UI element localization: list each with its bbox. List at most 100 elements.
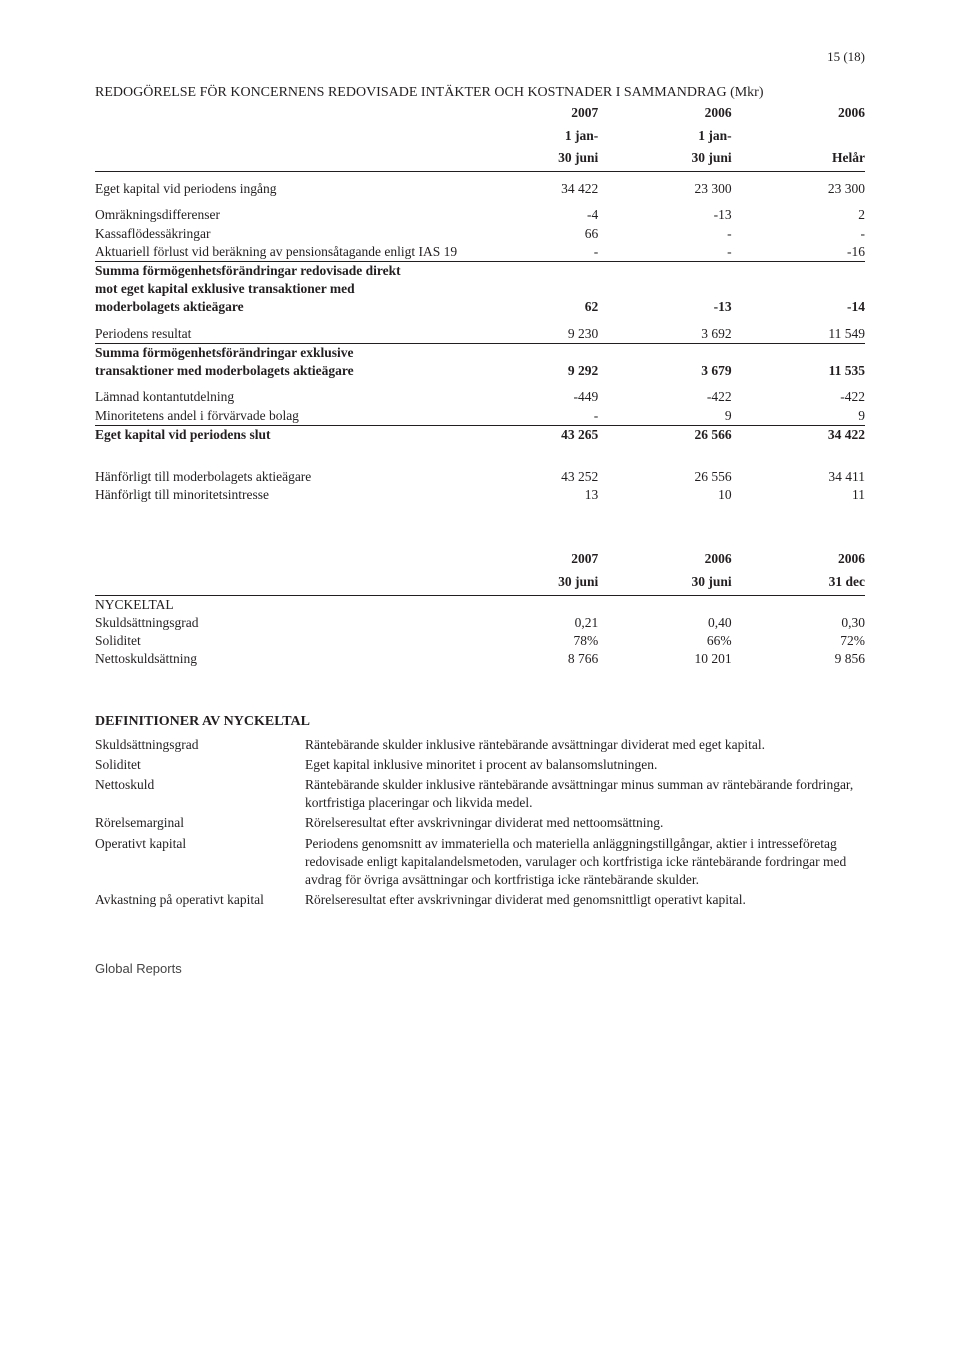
cell-value: 9 292: [465, 362, 598, 380]
definition-text: Eget kapital inklusive minoritet i proce…: [305, 756, 865, 774]
col-header: 2006: [598, 104, 731, 126]
cell-value: 11: [732, 486, 865, 504]
definition-row: Avkastning på operativt kapitalRörelsere…: [95, 891, 865, 909]
row-label: Summa förmögenhetsförändringar exklusive: [95, 343, 865, 362]
cell-value: -449: [465, 388, 598, 406]
cell-value: 9: [732, 407, 865, 426]
row-label: Eget kapital vid periodens ingång: [95, 180, 465, 198]
row-label: Minoritetens andel i förvärvade bolag: [95, 407, 465, 426]
col-header: 30 juni: [465, 149, 598, 172]
cell-value: 0,40: [598, 614, 731, 632]
row-label: Soliditet: [95, 632, 465, 650]
cell-value: 26 556: [598, 468, 731, 486]
nyckeltal-label: NYCKELTAL: [95, 596, 465, 614]
definitions-block: DEFINITIONER AV NYCKELTAL Skuldsättnings…: [95, 713, 865, 910]
definition-row: NettoskuldRäntebärande skulder inklusive…: [95, 776, 865, 812]
row-label: Summa förmögenhetsförändringar redovisad…: [95, 261, 865, 280]
row-label: moderbolagets aktieägare: [95, 298, 465, 316]
cell-value: -14: [732, 298, 865, 316]
cell-value: -13: [598, 298, 731, 316]
cell-value: -422: [598, 388, 731, 406]
cell-value: 43 265: [465, 425, 598, 444]
definition-row: Operativt kapitalPeriodens genomsnitt av…: [95, 835, 865, 890]
row-label: Aktuariell förlust vid beräkning av pens…: [95, 243, 465, 262]
cell-value: 26 566: [598, 425, 731, 444]
col-header: 2006: [598, 550, 731, 572]
row-label: transaktioner med moderbolagets aktieäga…: [95, 362, 465, 380]
cell-value: 8 766: [465, 650, 598, 668]
row-label: mot eget kapital exklusive transaktioner…: [95, 280, 865, 298]
cell-value: 9 856: [732, 650, 865, 668]
cell-value: 43 252: [465, 468, 598, 486]
col-header: 30 juni: [598, 149, 731, 172]
col-header: 2006: [732, 104, 865, 126]
definition-text: Periodens genomsnitt av immateriella och…: [305, 835, 865, 890]
cell-value: 0,30: [732, 614, 865, 632]
cell-value: 62: [465, 298, 598, 316]
cell-value: 2: [732, 206, 865, 224]
definition-term: Rörelsemarginal: [95, 814, 305, 832]
cell-value: -: [465, 243, 598, 262]
definition-text: Rörelseresultat efter avskrivningar divi…: [305, 891, 865, 909]
cell-value: -: [732, 225, 865, 243]
row-label: Nettoskuldsättning: [95, 650, 465, 668]
cell-value: 34 411: [732, 468, 865, 486]
col-header: 2006: [732, 550, 865, 572]
definition-text: Räntebärande skulder inklusive räntebära…: [305, 776, 865, 812]
definition-term: Avkastning på operativt kapital: [95, 891, 305, 909]
row-label: Hänförligt till moderbolagets aktieägare: [95, 468, 465, 486]
col-header: 1 jan-: [465, 127, 598, 149]
cell-value: 11 549: [732, 325, 865, 344]
col-header: Helår: [732, 149, 865, 172]
page-title: REDOGÖRELSE FÖR KONCERNENS REDOVISADE IN…: [95, 84, 865, 103]
definition-row: RörelsemarginalRörelseresultat efter avs…: [95, 814, 865, 832]
row-label: Lämnad kontantutdelning: [95, 388, 465, 406]
row-label: Kassaflödessäkringar: [95, 225, 465, 243]
nyckeltal-table: 2007 2006 2006 30 juni 30 juni 31 dec NY…: [95, 550, 865, 668]
col-header: 2007: [465, 550, 598, 572]
col-header: 2007: [465, 104, 598, 126]
definition-text: Räntebärande skulder inklusive räntebära…: [305, 736, 865, 754]
row-label: Eget kapital vid periodens slut: [95, 425, 465, 444]
cell-value: 72%: [732, 632, 865, 650]
col-header: 30 juni: [465, 573, 598, 596]
cell-value: 9 230: [465, 325, 598, 344]
footer-text: Global Reports: [0, 960, 960, 1002]
cell-value: -: [598, 225, 731, 243]
definition-row: SkuldsättningsgradRäntebärande skulder i…: [95, 736, 865, 754]
cell-value: -: [465, 407, 598, 426]
cell-value: 34 422: [465, 180, 598, 198]
cell-value: -: [598, 243, 731, 262]
definition-row: SoliditetEget kapital inklusive minorite…: [95, 756, 865, 774]
row-label: Omräkningsdifferenser: [95, 206, 465, 224]
row-label: Periodens resultat: [95, 325, 465, 344]
cell-value: 3 692: [598, 325, 731, 344]
definition-term: Skuldsättningsgrad: [95, 736, 305, 754]
col-header: 30 juni: [598, 573, 731, 596]
cell-value: 10: [598, 486, 731, 504]
row-label: Skuldsättningsgrad: [95, 614, 465, 632]
definitions-title: DEFINITIONER AV NYCKELTAL: [95, 713, 865, 732]
cell-value: 13: [465, 486, 598, 504]
cell-value: -16: [732, 243, 865, 262]
page-number: 15 (18): [95, 48, 865, 66]
cell-value: 0,21: [465, 614, 598, 632]
cell-value: 10 201: [598, 650, 731, 668]
col-header: 31 dec: [732, 573, 865, 596]
col-header: 1 jan-: [598, 127, 731, 149]
definition-term: Operativt kapital: [95, 835, 305, 890]
cell-value: 23 300: [732, 180, 865, 198]
definition-text: Rörelseresultat efter avskrivningar divi…: [305, 814, 865, 832]
cell-value: -13: [598, 206, 731, 224]
cell-value: 9: [598, 407, 731, 426]
cell-value: 66%: [598, 632, 731, 650]
definition-term: Nettoskuld: [95, 776, 305, 812]
cell-value: 34 422: [732, 425, 865, 444]
col-header: [732, 127, 865, 149]
cell-value: -422: [732, 388, 865, 406]
definition-term: Soliditet: [95, 756, 305, 774]
cell-value: 66: [465, 225, 598, 243]
cell-value: 23 300: [598, 180, 731, 198]
cell-value: -4: [465, 206, 598, 224]
cell-value: 11 535: [732, 362, 865, 380]
